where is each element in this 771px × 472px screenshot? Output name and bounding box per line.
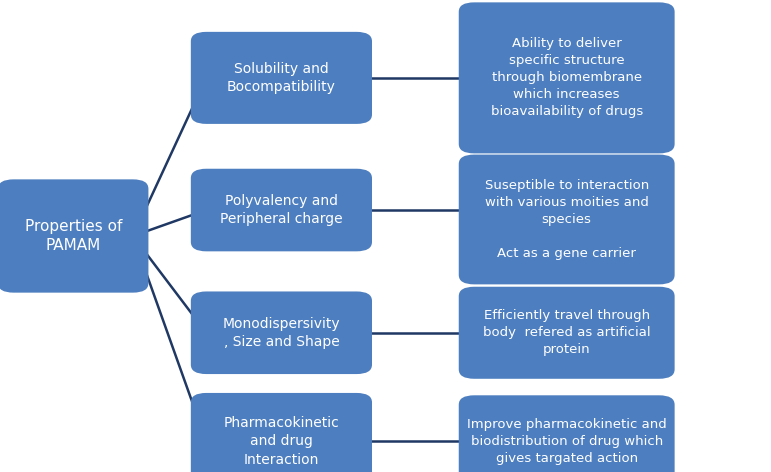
Text: Improve pharmacokinetic and
biodistribution of drug which
gives targated action: Improve pharmacokinetic and biodistribut…	[466, 418, 667, 465]
Text: Properties of
PAMAM: Properties of PAMAM	[25, 219, 122, 253]
Text: Pharmacokinetic
and drug
Interaction: Pharmacokinetic and drug Interaction	[224, 416, 339, 467]
FancyBboxPatch shape	[190, 169, 372, 251]
FancyBboxPatch shape	[190, 393, 372, 472]
Text: Monodispersivity
, Size and Shape: Monodispersivity , Size and Shape	[223, 317, 340, 349]
FancyBboxPatch shape	[459, 287, 675, 379]
Text: Solubility and
Bocompatibility: Solubility and Bocompatibility	[227, 62, 336, 94]
FancyBboxPatch shape	[459, 2, 675, 153]
Text: Polyvalency and
Peripheral charge: Polyvalency and Peripheral charge	[220, 194, 343, 226]
Text: Efficiently travel through
body  refered as artificial
protein: Efficiently travel through body refered …	[483, 309, 651, 356]
FancyBboxPatch shape	[459, 155, 675, 284]
Text: Ability to deliver
specific structure
through biomembrane
which increases
bioava: Ability to deliver specific structure th…	[490, 37, 643, 118]
Text: Suseptible to interaction
with various moities and
species

Act as a gene carrie: Suseptible to interaction with various m…	[484, 179, 649, 260]
FancyBboxPatch shape	[190, 32, 372, 124]
FancyBboxPatch shape	[0, 179, 148, 293]
FancyBboxPatch shape	[190, 291, 372, 374]
FancyBboxPatch shape	[459, 396, 675, 472]
